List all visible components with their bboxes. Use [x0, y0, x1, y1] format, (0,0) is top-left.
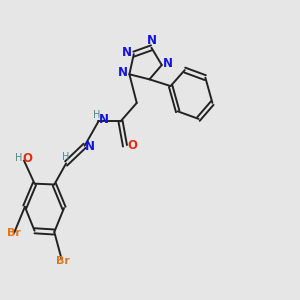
Text: O: O: [22, 152, 32, 165]
Text: N: N: [163, 57, 173, 70]
Text: N: N: [147, 34, 157, 47]
Text: Br: Br: [56, 256, 70, 266]
Text: H: H: [62, 152, 69, 162]
Text: Br: Br: [7, 228, 21, 238]
Text: H: H: [15, 153, 22, 164]
Text: N: N: [85, 140, 95, 153]
Text: N: N: [122, 46, 132, 59]
Text: O: O: [127, 139, 137, 152]
Text: N: N: [99, 113, 109, 126]
Text: H: H: [93, 110, 101, 120]
Text: N: N: [118, 66, 128, 79]
